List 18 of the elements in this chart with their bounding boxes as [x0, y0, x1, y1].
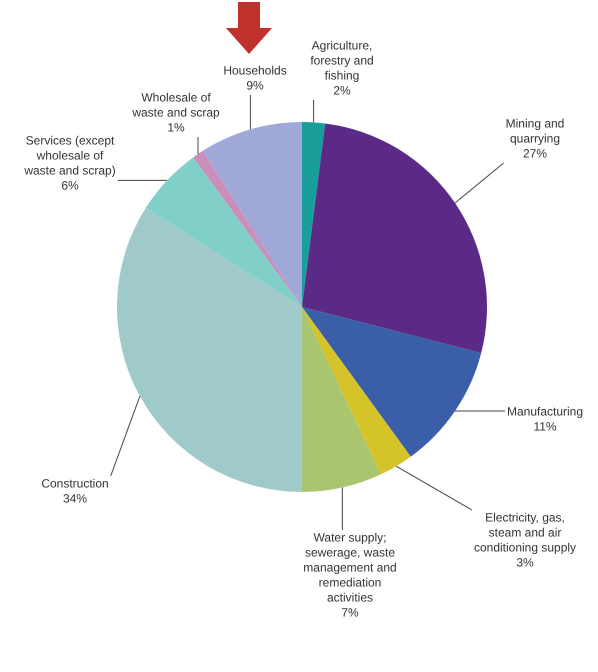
data-label: 2% [333, 83, 351, 98]
slice-label: Agriculture, forestry and fishing [310, 38, 374, 82]
data-label: 1% [167, 120, 185, 134]
slice-label: Households [223, 63, 287, 78]
data-label: 11% [533, 419, 557, 434]
slice-label: Services (except wholesale of waste and scrap) [23, 133, 116, 178]
slice-label: Mining and quarrying [506, 116, 564, 146]
data-label: 9% [246, 78, 264, 92]
slice-label: Water supply; sewerage, waste management and remediation activities [303, 530, 397, 604]
slice-label: Wholesale of waste and scrap [131, 90, 220, 120]
data-label: 34% [62, 491, 88, 506]
data-label: 6% [61, 178, 79, 192]
slice-label: Construction [41, 476, 109, 490]
slice-label: Electricity, gas, steam and air conditioning supply [474, 510, 576, 554]
slice-label: Manufacturing [506, 404, 584, 418]
data-label: 7% [341, 605, 359, 620]
data-label: 3% [516, 555, 534, 570]
data-label: 27% [522, 146, 548, 160]
